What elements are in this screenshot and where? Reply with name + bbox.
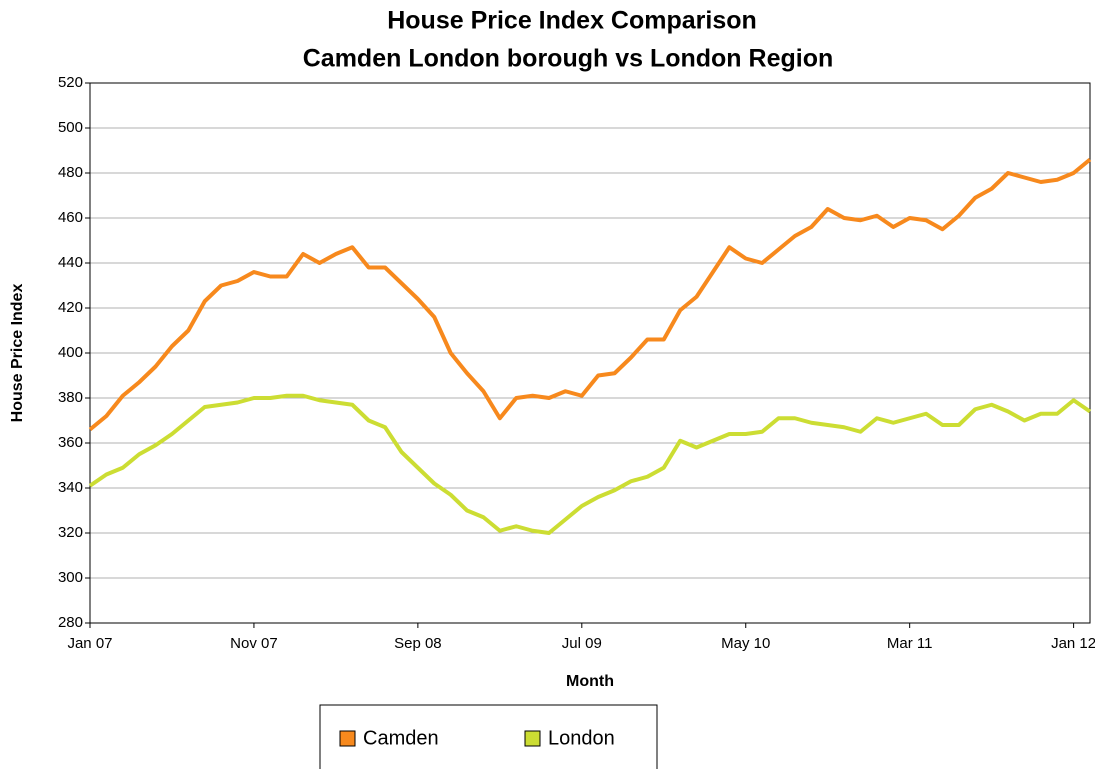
x-tick-label: Sep 08	[394, 635, 442, 652]
chart-subtitle: Camden London borough vs London Region	[303, 45, 834, 73]
x-tick-label: Jul 09	[562, 635, 602, 652]
y-tick-label: 280	[58, 614, 83, 631]
y-axis-title: House Price Index	[9, 284, 26, 423]
y-tick-label: 480	[58, 164, 83, 181]
y-tick-label: 340	[58, 479, 83, 496]
y-tick-label: 500	[58, 119, 83, 136]
x-tick-label: Jan 12	[1051, 635, 1095, 652]
series-line	[88, 393, 1092, 535]
y-tick-label: 380	[58, 389, 83, 406]
chart-title: House Price Index Comparison	[387, 7, 757, 35]
plot-frame	[89, 82, 1091, 624]
x-axis-title: Month	[566, 673, 614, 690]
y-tick-label: 520	[58, 74, 83, 91]
legend-box	[319, 704, 658, 769]
y-tick-label: 300	[58, 569, 83, 586]
y-tick-label: 460	[58, 209, 83, 226]
x-tick-label: May 10	[721, 635, 770, 652]
x-tick-label: Jan 07	[67, 635, 112, 652]
legend-text: Camden	[363, 727, 439, 749]
series-line	[88, 157, 1092, 432]
legend-swatch	[524, 730, 541, 747]
y-tick-label: 320	[58, 524, 83, 541]
y-tick-label: 400	[58, 344, 83, 361]
y-tick-label: 420	[58, 299, 83, 316]
legend-text: London	[548, 727, 615, 749]
legend-swatch	[339, 730, 356, 747]
x-tick-label: Mar 11	[887, 635, 933, 652]
x-tick-label: Nov 07	[230, 635, 278, 652]
y-tick-label: 440	[58, 254, 83, 271]
y-tick-label: 360	[58, 434, 83, 451]
